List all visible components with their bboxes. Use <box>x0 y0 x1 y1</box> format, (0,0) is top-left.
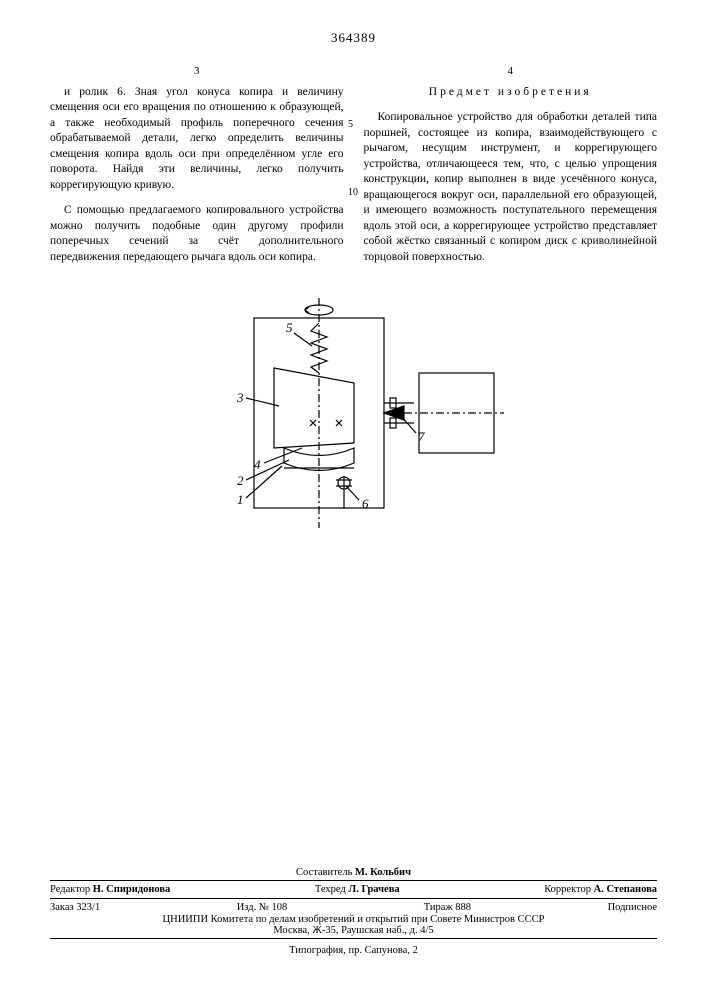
leader-2 <box>246 460 289 480</box>
subject-title: Предмет изобретения <box>364 85 658 101</box>
leader-7 <box>401 416 416 433</box>
tech-name: Л. Грачева <box>348 884 399 895</box>
right-column: 4 Предмет изобретения Копировальное устр… <box>364 64 658 276</box>
figure: 1 2 3 4 5 6 7 <box>50 288 657 542</box>
left-column: 3 и ролик 6. Зная угол конуса копира и в… <box>50 64 344 276</box>
fig-label-3: 3 <box>236 390 244 405</box>
line-mark-5: 5 <box>348 120 358 130</box>
tirage: Тираж 888 <box>424 902 471 913</box>
fig-label-5: 5 <box>286 320 293 335</box>
compiler-label: Составитель <box>296 867 352 878</box>
fig-label-6: 6 <box>362 496 369 511</box>
compiler-name: М. Кольбич <box>355 867 411 878</box>
page: 364389 3 и ролик 6. Зная угол конуса коп… <box>0 0 707 1000</box>
figure-svg: 1 2 3 4 5 6 7 <box>204 288 504 538</box>
leader-4 <box>264 448 302 463</box>
tech-label: Техред <box>315 884 346 895</box>
patent-number: 364389 <box>50 30 657 46</box>
left-p2: С помощью предлагаемого копировального у… <box>50 203 344 265</box>
leader-1 <box>246 466 282 498</box>
fig-label-2: 2 <box>237 473 244 488</box>
izd-num: Изд. № 108 <box>237 902 288 913</box>
right-p1: Копировальное устройство для обработки д… <box>364 110 658 265</box>
cone-kopir <box>274 368 354 448</box>
corr-name: А. Степанова <box>594 884 657 895</box>
left-col-number: 3 <box>50 64 344 79</box>
x-marks <box>310 420 342 426</box>
left-p1: и ролик 6. Зная угол конуса копира и вел… <box>50 85 344 194</box>
fig-label-7: 7 <box>418 429 425 444</box>
leader-6 <box>346 486 359 500</box>
typography-line: Типография, пр. Сапунова, 2 <box>50 945 657 956</box>
podpis: Подписное <box>608 902 657 913</box>
org-line: ЦНИИПИ Комитета по делам изобретений и о… <box>50 914 657 925</box>
line-number-marks: 5 10 <box>348 120 358 256</box>
fig-label-1: 1 <box>237 492 244 507</box>
right-col-number: 4 <box>364 64 658 79</box>
corr-label: Корректор <box>544 884 591 895</box>
editor-label: Редактор <box>50 884 90 895</box>
editor-name: Н. Спиридонова <box>93 884 171 895</box>
fig-label-4: 4 <box>254 457 261 472</box>
leader-5 <box>294 333 312 346</box>
addr-line: Москва, Ж-35, Раушская наб., д. 4/5 <box>50 925 657 936</box>
line-mark-10: 10 <box>348 188 358 198</box>
order-num: Заказ 323/1 <box>50 902 100 913</box>
footer: Составитель М. Кольбич Редактор Н. Спири… <box>50 867 657 956</box>
